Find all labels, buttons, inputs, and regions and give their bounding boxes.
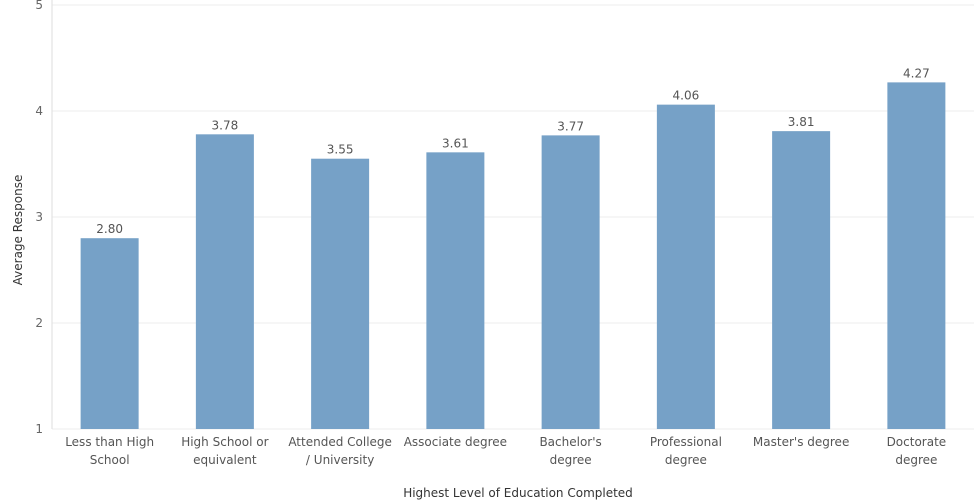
bar-value-labels: 2.80 3.78 3.55 3.61 3.77 4.06 3.81 4.27 bbox=[96, 66, 929, 236]
bar bbox=[195, 134, 254, 429]
bar bbox=[311, 158, 370, 429]
x-category-label: degree bbox=[665, 453, 707, 467]
bar bbox=[656, 104, 715, 429]
bar bbox=[887, 82, 946, 429]
bar-value-label: 3.77 bbox=[557, 119, 584, 133]
bars bbox=[80, 82, 946, 429]
y-tick-label: 2 bbox=[35, 316, 43, 330]
bar-value-label: 3.78 bbox=[212, 118, 239, 132]
x-category-label: Master's degree bbox=[753, 435, 849, 449]
y-tick-label: 5 bbox=[35, 0, 43, 12]
bar-value-label: 4.27 bbox=[903, 66, 930, 80]
y-tick-label: 1 bbox=[35, 422, 43, 436]
x-category-label: Attended College bbox=[288, 435, 392, 449]
x-category-label: Associate degree bbox=[404, 435, 507, 449]
x-category-label: Professional bbox=[650, 435, 722, 449]
bar bbox=[80, 238, 139, 429]
bar bbox=[541, 135, 600, 429]
bar bbox=[772, 131, 831, 429]
x-axis-category-labels: Less than High School High School or equiva… bbox=[65, 435, 946, 467]
grid-lines bbox=[51, 0, 974, 430]
bar-value-label: 2.80 bbox=[96, 222, 123, 236]
y-axis-title: Average Response bbox=[11, 175, 25, 286]
y-tick-label: 3 bbox=[35, 210, 43, 224]
x-category-label: High School or bbox=[181, 435, 268, 449]
bar-value-label: 3.61 bbox=[442, 136, 469, 150]
bar-value-label: 3.55 bbox=[327, 143, 354, 157]
x-category-label: degree bbox=[895, 453, 937, 467]
bar bbox=[426, 152, 485, 429]
bar-value-label: 4.06 bbox=[673, 89, 700, 103]
x-category-label: School bbox=[90, 453, 130, 467]
x-category-label: degree bbox=[550, 453, 592, 467]
x-category-label: Doctorate bbox=[887, 435, 947, 449]
x-category-label: / University bbox=[306, 453, 374, 467]
x-axis-title: Highest Level of Education Completed bbox=[403, 486, 633, 500]
x-category-label: equivalent bbox=[193, 453, 257, 467]
y-tick-label: 4 bbox=[35, 104, 43, 118]
y-axis-ticks: 1 2 3 4 5 bbox=[35, 0, 43, 436]
bar-value-label: 3.81 bbox=[788, 115, 815, 129]
x-category-label: Less than High bbox=[65, 435, 154, 449]
x-category-label: Bachelor's bbox=[539, 435, 601, 449]
